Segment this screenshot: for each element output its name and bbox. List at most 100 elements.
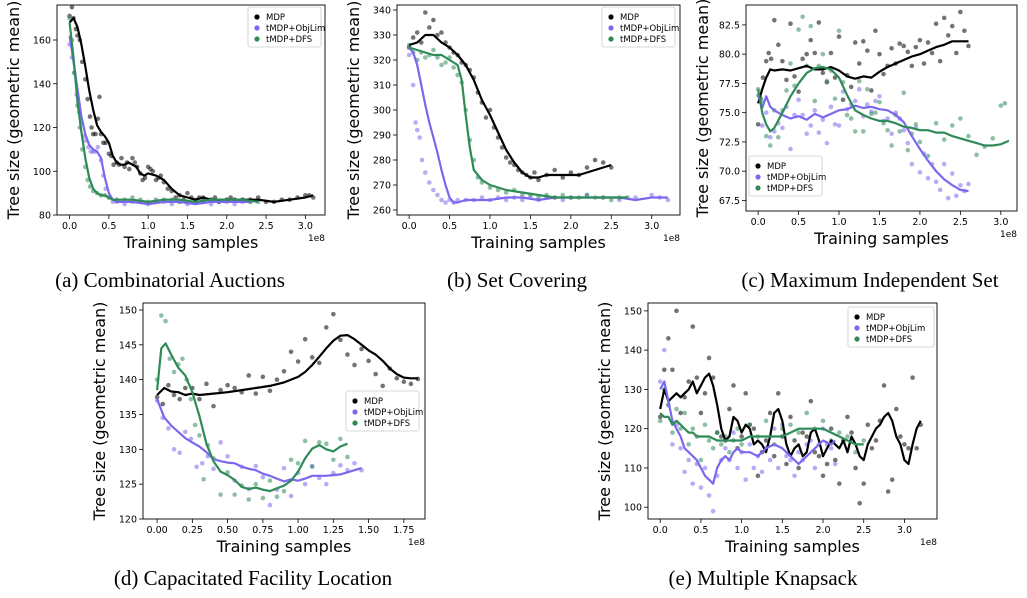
- line-tmdp-dfs: [757, 65, 1010, 147]
- point-mdp: [788, 21, 793, 27]
- x-tick-label: 1.5: [775, 525, 790, 536]
- legend-label-tmdp-objlim: tMDP+ObjLim: [866, 324, 925, 334]
- point-mdp: [902, 442, 907, 447]
- point-tmdp-dfs: [670, 430, 675, 435]
- point-tmdp-dfs: [267, 478, 273, 483]
- y-tick-label: 270: [373, 181, 391, 192]
- point-mdp: [97, 94, 102, 100]
- point-tmdp-dfs: [966, 133, 971, 139]
- point-tmdp-dfs: [812, 98, 818, 104]
- point-tmdp-dfs: [824, 78, 830, 84]
- point-tmdp-dfs: [295, 460, 301, 466]
- point-tmdp-objlim: [824, 140, 830, 146]
- point-tmdp-objlim: [218, 440, 223, 445]
- point-tmdp-objlim: [183, 429, 188, 435]
- point-mdp: [503, 155, 509, 160]
- panel-caption: (d) Capacitated Facility Location: [114, 566, 393, 590]
- point-tmdp-objlim: [661, 347, 667, 353]
- point-mdp: [160, 401, 166, 407]
- point-tmdp-dfs: [885, 127, 890, 133]
- point-tmdp-objlim: [889, 131, 894, 137]
- y-tick-label: 150: [624, 306, 642, 317]
- point-mdp: [414, 30, 420, 35]
- point-tmdp-dfs: [682, 410, 687, 416]
- point-tmdp-dfs: [860, 129, 866, 134]
- plot-frame: [647, 302, 938, 520]
- point-tmdp-objlim: [560, 197, 566, 203]
- legend-marker-tmdp-dfs: [352, 420, 358, 426]
- point-mdp: [852, 40, 858, 45]
- point-mdp: [499, 145, 505, 150]
- y-axis-label: Tree size (geometric mean): [4, 1, 23, 221]
- point-mdp: [211, 403, 216, 409]
- point-tmdp-objlim: [281, 465, 287, 471]
- legend-box: [247, 6, 322, 48]
- plot-data: [67, 5, 316, 207]
- point-tmdp-objlim: [95, 144, 101, 150]
- point-tmdp-objlim: [419, 157, 425, 163]
- x-tick-label: 1.0: [482, 221, 497, 232]
- point-mdp: [766, 50, 771, 56]
- point-tmdp-dfs: [274, 494, 280, 500]
- line-tmdp-objlim: [659, 380, 836, 485]
- legend-label-tmdp-dfs: tMDP+DFS: [364, 419, 410, 429]
- line-tmdp-objlim: [156, 398, 362, 483]
- point-mdp: [260, 374, 266, 380]
- point-tmdp-objlim: [211, 466, 216, 472]
- point-tmdp-dfs: [974, 152, 979, 158]
- point-mdp: [837, 481, 842, 486]
- line-tmdp-dfs: [156, 342, 348, 493]
- point-tmdp-objlim: [288, 493, 294, 499]
- point-tmdp-dfs: [848, 116, 854, 121]
- x-tick-label: 1.5: [523, 221, 538, 232]
- point-mdp: [694, 375, 700, 380]
- point-tmdp-dfs: [852, 129, 858, 134]
- point-mdp: [767, 410, 773, 416]
- point-tmdp-dfs: [520, 192, 525, 198]
- point-mdp: [69, 5, 75, 10]
- point-mdp: [552, 167, 557, 173]
- point-tmdp-dfs: [67, 15, 72, 21]
- point-mdp: [848, 84, 854, 90]
- point-mdp: [966, 43, 971, 49]
- x-tick-label: 0.50: [217, 525, 238, 536]
- point-mdp: [808, 37, 814, 43]
- point-tmdp-objlim: [723, 446, 728, 451]
- x-axis-label: Training samples: [216, 537, 352, 556]
- point-mdp: [772, 17, 777, 23]
- plot-frame: [142, 302, 426, 520]
- point-tmdp-objlim: [832, 461, 838, 467]
- point-mdp: [532, 170, 537, 175]
- y-tick-label: 150: [119, 305, 137, 316]
- point-tmdp-dfs: [171, 369, 177, 375]
- x-tick-label: 2.0: [815, 525, 830, 536]
- panel-a: 0.0 0.5 1.0 1.5 2.0 2.5 3.0 80 100 120 140 160 1e8 Tr…: [4, 1, 326, 292]
- x-tick-label: 1.75: [393, 525, 414, 536]
- point-tmdp-objlim: [800, 112, 805, 118]
- legend-label-mdp: MDP: [866, 313, 885, 323]
- point-tmdp-objlim: [735, 465, 740, 471]
- point-tmdp-dfs: [845, 434, 850, 439]
- y-tick-label: 280: [373, 156, 391, 167]
- point-mdp: [439, 30, 444, 35]
- plot-frame: [745, 4, 1018, 212]
- point-mdp: [246, 373, 252, 378]
- point-tmdp-objlim: [901, 127, 907, 133]
- point-tmdp-dfs: [163, 318, 168, 324]
- point-tmdp-objlim: [937, 187, 943, 193]
- legend-label-tmdp-objlim: tMDP+ObjLim: [364, 408, 423, 418]
- x-tick-label: 0.5: [693, 525, 708, 536]
- panel-c: 0.0 0.5 1.0 1.5 2.0 2.5 3.0 67.5 70.0 72.5 75.0 77.…: [693, 0, 1018, 292]
- point-tmdp-dfs: [201, 476, 206, 482]
- legend-box: [601, 6, 676, 48]
- point-tmdp-objlim: [958, 182, 963, 188]
- point-mdp: [881, 71, 886, 77]
- point-tmdp-dfs: [913, 122, 919, 127]
- point-tmdp-dfs: [338, 436, 343, 442]
- point-mdp: [225, 382, 230, 388]
- legend-label-mdp: MDP: [620, 13, 639, 23]
- point-mdp: [958, 9, 963, 15]
- line-tmdp-dfs: [408, 46, 628, 199]
- point-tmdp-objlim: [435, 192, 440, 198]
